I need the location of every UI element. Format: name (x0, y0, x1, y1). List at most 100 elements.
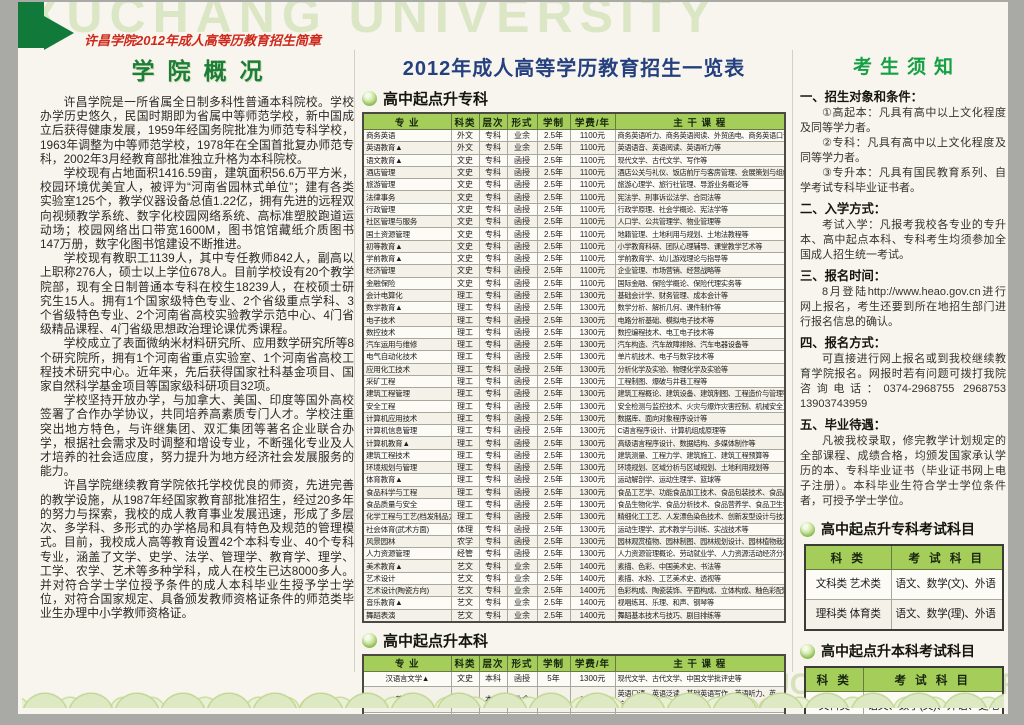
table-cell: 专科 (478, 227, 508, 241)
table-cell: 函授 (506, 473, 538, 487)
table-row: 经济管理 文史 专科 函授 2.5年 1100元 企业管理、市场营销、经营战略等 (362, 264, 786, 278)
table-cell: 文史 (450, 202, 480, 217)
table-cell: 宪法学、刑事诉讼法学、合同法等 (614, 190, 786, 204)
table-cell: 2.5年 (536, 128, 571, 143)
table-cell: 理工 (450, 497, 480, 512)
table-cell: 2.5年 (536, 153, 571, 167)
table-cell: 2.5年 (536, 583, 571, 598)
table-cell: 1100元 (569, 190, 616, 204)
table-cell: 理工 (450, 350, 480, 364)
table-cell: 理工 (450, 338, 480, 352)
table-cell: 企业管理、市场营销、经营战略等 (614, 264, 786, 278)
table-cell: 1300元 (569, 288, 616, 303)
table-row: 美术教育▲ 艺文 专科 业余 2.5年 1400元 素描、色彩、中国美术史、书法等 (362, 559, 786, 573)
table-row: 环境规划与管理 理工 专科 函授 2.5年 1300元 环境规划、区域分析与区域规划、土地利… (362, 461, 786, 475)
table-cell: 2.5年 (536, 264, 571, 278)
table-cell: 食品科学与工程 (362, 485, 452, 499)
table-cell: 1100元 (569, 165, 616, 180)
section-label-text: 高中起点升本科考试科目 (821, 643, 975, 659)
table-cell: 函授 (506, 190, 538, 204)
table-cell: 专科 (478, 190, 508, 204)
table-cell: 2.5年 (536, 387, 571, 401)
table-cell: 文史 (450, 165, 480, 180)
table-cell: 商务英语 (362, 128, 452, 143)
table-cell: 食品生物化学、食品分析技术、食品营养学、食品卫生学等 (614, 497, 786, 512)
table-cell: 2.5年 (536, 362, 571, 376)
column-header: 层次 (478, 112, 508, 130)
table-cell: 专科 (478, 497, 508, 512)
bullet-sphere-icon (800, 643, 815, 659)
table-row: 社区管理与服务 文史 专科 函授 2.5年 1100元 人口学、公共管理学、物业管理等 (362, 215, 786, 229)
table-cell: 艺文 (450, 559, 480, 573)
table-cell: 基础会计学、财务管理、成本会计等 (614, 288, 786, 303)
table-cell: 2.5年 (536, 276, 571, 290)
top-watermark: XUCHANG UNIVERSITY (26, 2, 719, 42)
table-cell: 2.5年 (536, 522, 571, 536)
notice-sections: 一、招生对象和条件： ①高起本：凡具有高中以上文化程度及同等学力者。 ②专科：凡具有… (800, 87, 1006, 509)
table-cell: 农学 (450, 534, 480, 549)
table-cell: 专科 (478, 374, 508, 389)
header-row: 科 类考 试 科 目 (804, 544, 1004, 570)
table-cell: 建筑工程技术 (362, 448, 452, 463)
table-cell: 专科 (478, 608, 508, 623)
table-row: 电气自动化技术 理工 专科 函授 2.5年 1300元 单片机技术、电子与数字技术等 (362, 350, 786, 364)
table-cell: 安全工程 (362, 399, 452, 413)
table-cell: 2.5年 (536, 571, 571, 585)
table-cell: 函授 (506, 448, 538, 463)
table-cell: 1100元 (569, 215, 616, 229)
table-cell: 2.5年 (536, 510, 571, 524)
table-cell: 理工 (450, 424, 480, 438)
table-cell: 小学教育科研、团队心理辅导、课堂教学艺术等 (614, 239, 786, 253)
table-cell: 函授 (506, 276, 538, 290)
table-cell: 英语教育▲ (362, 141, 452, 155)
table-cell: 专科 (478, 473, 508, 487)
table-cell: 文史 (450, 190, 480, 204)
column-header: 专 业 (362, 654, 452, 672)
table-cell: 语文、数学(文)、外语 (890, 569, 1004, 600)
table-cell: 2.5年 (536, 288, 571, 303)
table-cell: 理工 (450, 448, 480, 463)
table-cell: 采矿工程 (362, 374, 452, 389)
table-cell: 数控编程技术、电工电子技术等 (614, 325, 786, 340)
table-cell: 行政管理 (362, 202, 452, 217)
table-cell: 艺文 (450, 571, 480, 585)
table-cell: 环境规划与管理 (362, 461, 452, 475)
table-cell: 理工 (450, 510, 480, 524)
table-cell: 艺文 (450, 608, 480, 623)
table-cell: 2.5年 (536, 178, 571, 192)
table-cell: 1100元 (569, 264, 616, 278)
table-cell: 会计电算化 (362, 288, 452, 303)
column-header: 学费/年 (569, 112, 616, 130)
table-cell: 2.5年 (536, 313, 571, 327)
table-cell: 1300元 (569, 534, 616, 549)
table-cell: 计算机教育▲ (362, 436, 452, 450)
table-cell: 商务英语听力、商务英语阅读、外贸函电、商务英语口语等 (614, 128, 786, 143)
paragraph: 许昌学院继续教育学院依托学校优良的师资，先进完善的教学设施，从1987年经国家教… (40, 478, 354, 621)
table-cell: 食品工艺学、功能食品加工技术、食品包装技术、食品质量安全管理等 (614, 485, 786, 499)
table-cell: 函授 (506, 313, 538, 327)
table-cell: 建筑工程管理 (362, 387, 452, 401)
table-cell: 初等教育▲ (362, 239, 452, 253)
table-cell: 函授 (506, 251, 538, 266)
notice-paragraph: 考试入学：凡报考我校各专业的专升本、高中起点本科、专科考生均须参加全国成人招生统… (800, 219, 1006, 261)
table-cell: 体理 (450, 522, 480, 536)
table-cell: 计算机科学与技术▲ (362, 712, 452, 714)
column-header: 层次 (478, 654, 508, 672)
table-cell: 理工 (450, 301, 480, 315)
table-cell: 1300元 (569, 313, 616, 327)
table-row: 化学工程与工艺(档发制品方向)理工专科函授2.5年1300元精细化工工艺、人发漂… (362, 510, 786, 524)
table-cell: 函授 (506, 362, 538, 376)
flag-arrow-icon (44, 16, 74, 50)
notice-title: 考生须知 (852, 57, 961, 78)
table-cell: 人口学、公共管理学、物业管理等 (614, 215, 786, 229)
table-cell: 函授 (506, 165, 538, 180)
table-cell: 专科 (478, 424, 508, 438)
table-row: 艺术设计(陶瓷方向) 艺文 专科 业余 2.5年 1400元 色彩构成、陶瓷装饰、平面构成、… (362, 583, 786, 598)
table-cell: 国土资源管理 (362, 227, 452, 241)
table-row: 学前教育▲ 文史 专科 函授 2.5年 1100元 学前教育学、幼儿游戏理论与指导等 (362, 251, 786, 266)
table-cell: 理工 (450, 362, 480, 376)
table-cell: C语言程序设计、计算机组成原理等 (614, 424, 786, 438)
table-row: 国土资源管理 文史 专科 函授 2.5年 1100元 地籍管理、土地利用与规划、土地法教程等 (362, 227, 786, 241)
table-cell: 2.5年 (536, 190, 571, 204)
table-cell: 专科 (478, 301, 508, 315)
